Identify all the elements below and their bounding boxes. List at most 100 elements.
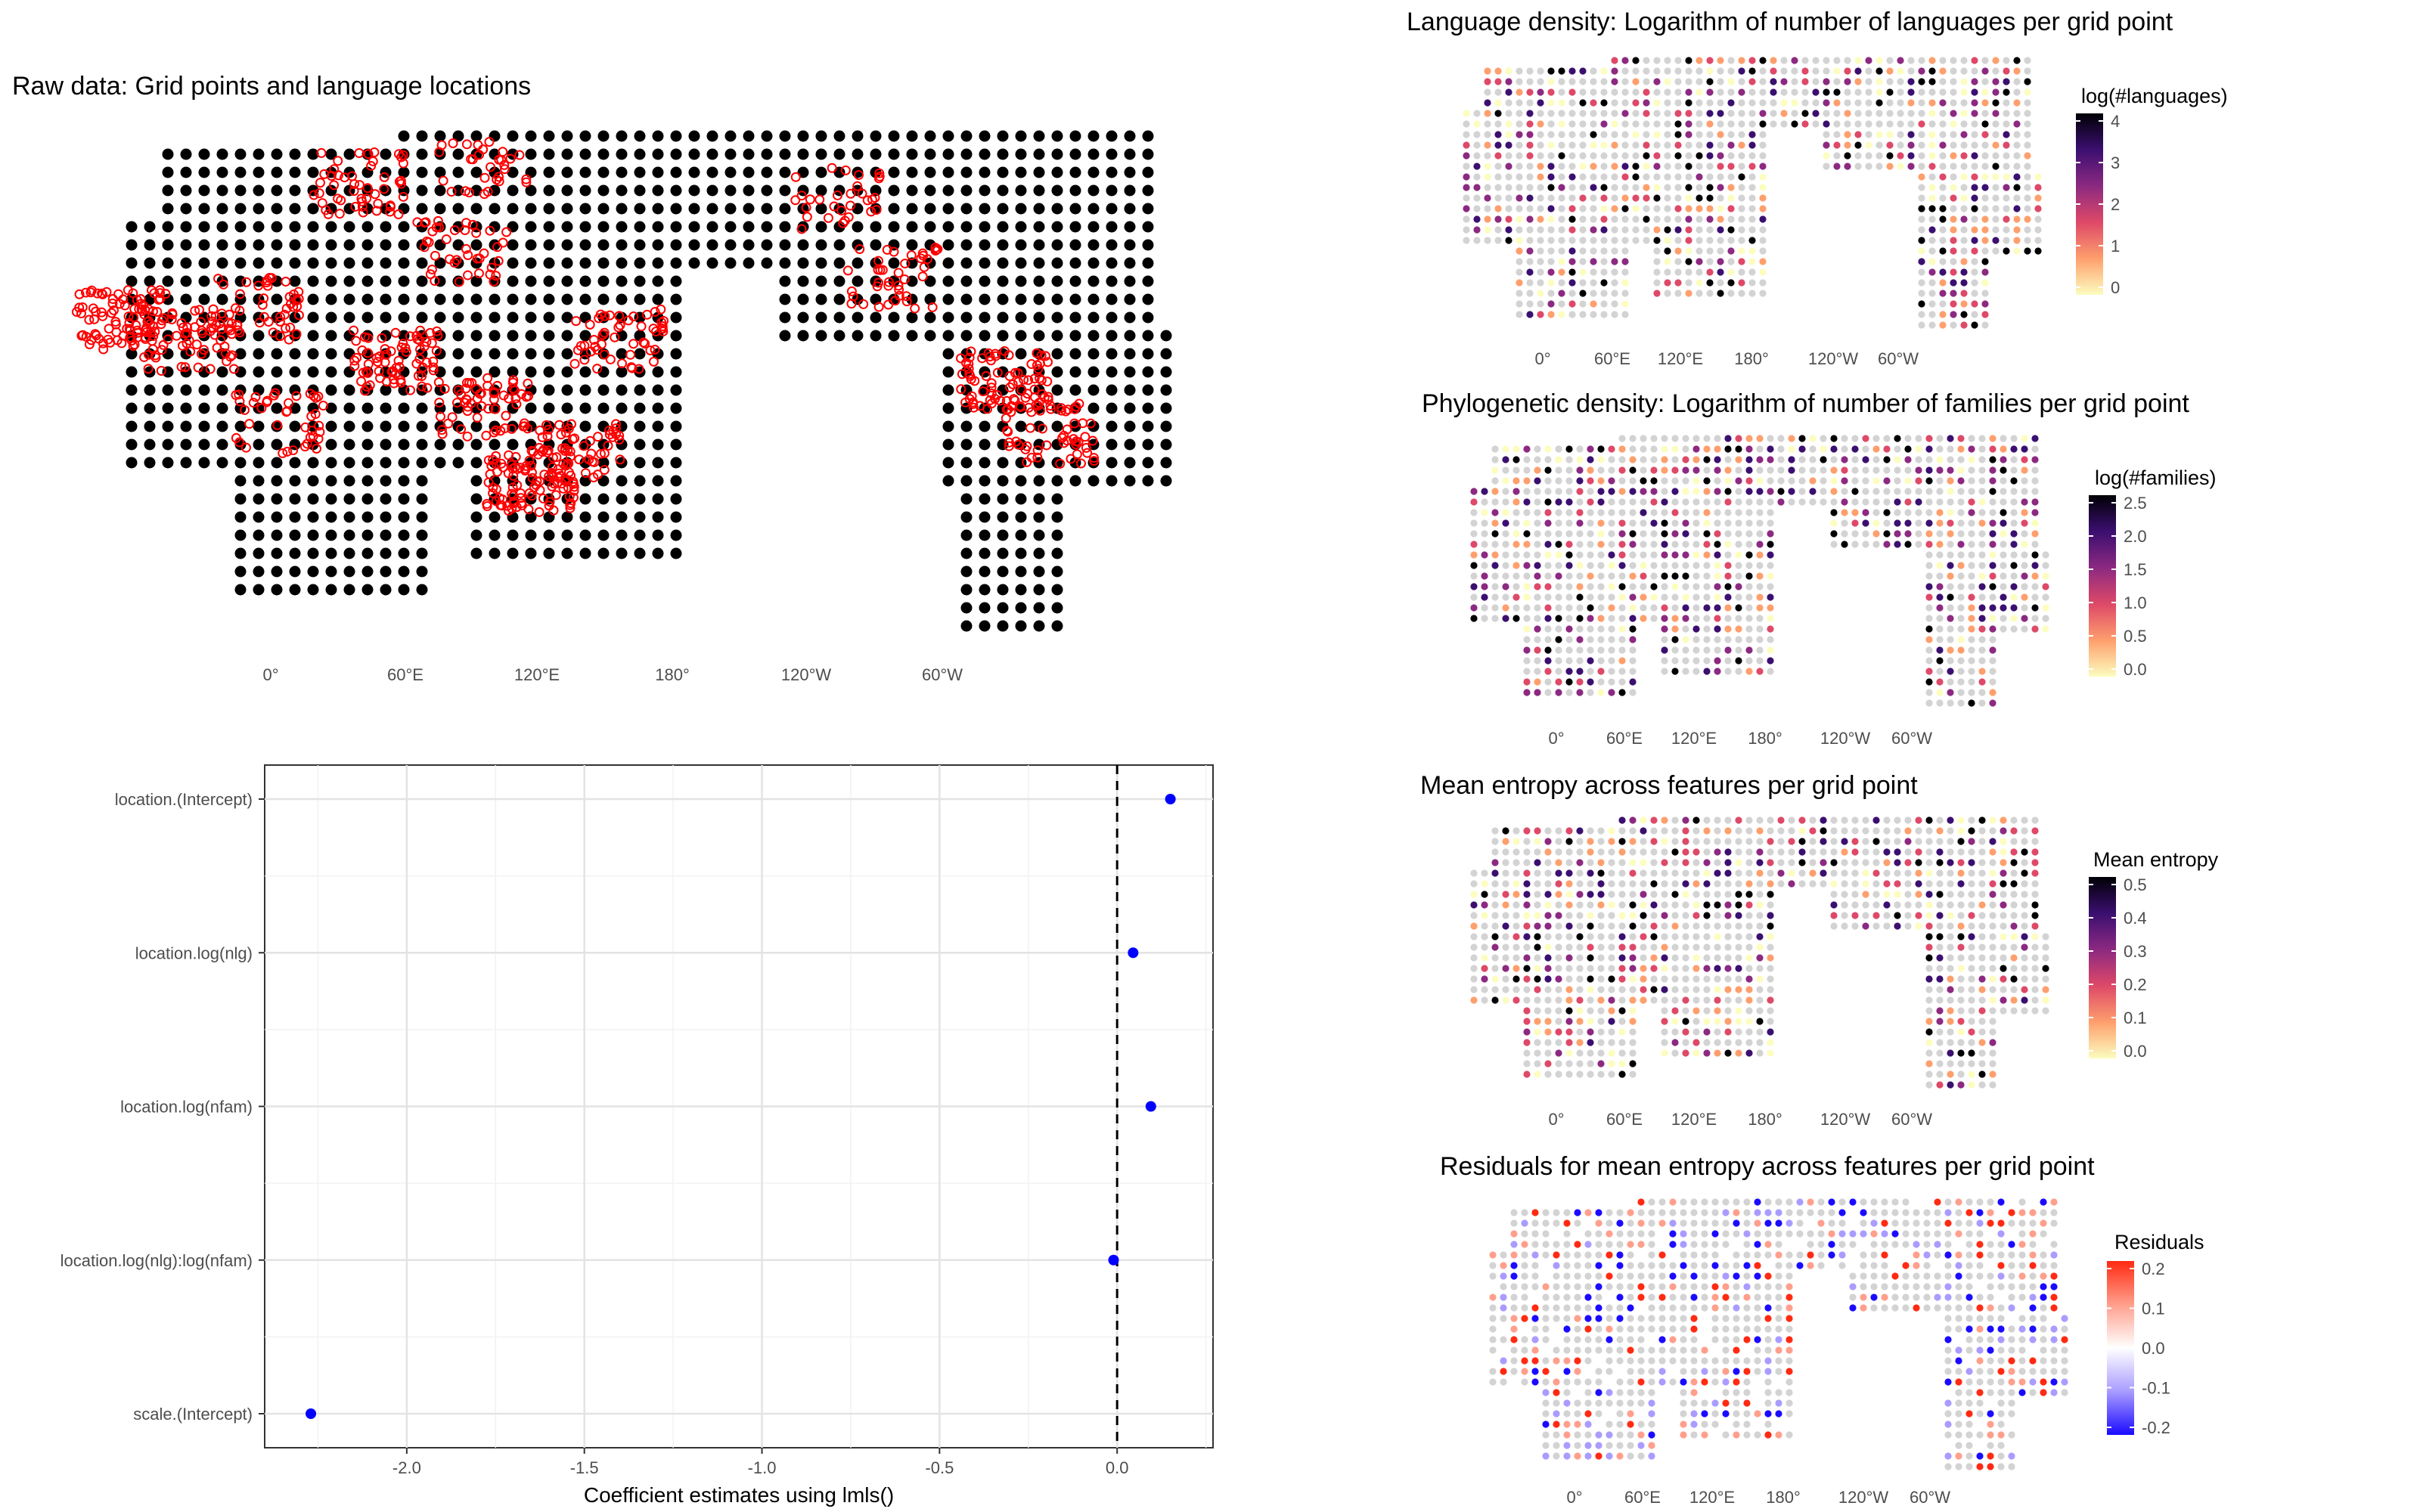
grid-cell [1544, 965, 1552, 972]
grid-cell [1597, 466, 1605, 474]
grid-point [634, 257, 646, 269]
grid-cell [1661, 530, 1668, 538]
grid-cell [1587, 466, 1594, 474]
grid-cell [1989, 435, 1996, 442]
grid-cell [1798, 445, 1806, 453]
grid-cell [1608, 636, 1615, 643]
grid-cell [1865, 163, 1872, 170]
grid-point [543, 203, 555, 215]
grid-cell [1555, 583, 1562, 590]
grid-cell [1526, 258, 1534, 265]
grid-point [979, 584, 991, 596]
grid-point [1051, 620, 1063, 632]
grid-cell [1883, 891, 1891, 898]
grid-cell [1523, 996, 1531, 1004]
grid-cell [1661, 498, 1668, 506]
grid-cell [1473, 141, 1481, 149]
grid-cell [1555, 551, 1562, 559]
language-location [628, 339, 639, 349]
grid-cell [1621, 300, 1629, 308]
grid-cell [1565, 975, 1573, 983]
grid-cell [1989, 530, 1996, 538]
grid-point [380, 239, 392, 251]
grid-point [198, 257, 210, 269]
grid-point [162, 203, 174, 215]
grid-cell [1600, 110, 1608, 117]
grid-point [579, 420, 591, 432]
language-location [574, 454, 585, 465]
grid-point [343, 420, 355, 432]
grid-cell [1640, 891, 1647, 898]
language-location [901, 291, 912, 302]
grid-cell [1989, 541, 1996, 548]
grid-cell [1558, 247, 1565, 255]
grid-cell [1587, 848, 1594, 856]
grid-cell [1470, 572, 1478, 580]
grid-cell [1661, 901, 1668, 909]
grid-cell [1950, 173, 1957, 181]
language-location [893, 268, 904, 278]
grid-cell [1491, 922, 1499, 930]
grid-point [343, 275, 355, 287]
grid-cell [1653, 205, 1661, 212]
legend-tick-label: 0.0 [2124, 660, 2147, 679]
grid-cell [1576, 636, 1584, 643]
grid-point [815, 275, 827, 287]
language-location [466, 154, 476, 165]
grid-cell [1664, 194, 1671, 202]
grid-cell [1968, 466, 1975, 474]
grid-point [162, 293, 174, 305]
grid-cell [1865, 99, 1872, 107]
grid-cell [1600, 247, 1608, 255]
grid-cell [1727, 173, 1735, 181]
grid-cell [1618, 986, 1626, 993]
grid-cell [1981, 279, 1989, 287]
grid-cell [1516, 152, 1523, 160]
grid-cell [1894, 445, 1901, 453]
grid-cell [1703, 912, 1711, 919]
grid-cell [1502, 593, 1509, 601]
grid-cell [1544, 859, 1552, 866]
grid-point [216, 184, 228, 197]
grid-point [597, 293, 610, 305]
grid-point [361, 420, 374, 432]
grid-cell [1981, 184, 1989, 191]
grid-cell [1745, 488, 1753, 495]
grid-cell [1936, 965, 1944, 972]
grid-cell [1738, 99, 1745, 107]
grid-cell [1484, 237, 1491, 244]
grid-cell [1491, 986, 1499, 993]
language-location [512, 463, 523, 474]
language-location [349, 355, 360, 366]
grid-point [942, 257, 954, 269]
grid-cell [1759, 279, 1767, 287]
grid-cell [1565, 593, 1573, 601]
grid-point [634, 493, 646, 505]
language-location [308, 431, 318, 442]
grid-cell [1597, 668, 1605, 675]
grid-cell [1968, 965, 1975, 972]
grid-cell [1537, 88, 1544, 96]
grid-cell [1632, 226, 1640, 234]
grid-cell [1727, 78, 1735, 85]
grid-cell [1936, 859, 1944, 866]
grid-point [1069, 311, 1081, 324]
grid-cell [1661, 551, 1668, 559]
grid-cell [1989, 869, 1996, 877]
grid-point [815, 330, 827, 342]
grid-cell [1640, 827, 1647, 835]
grid-point [525, 203, 537, 215]
grid-cell [1820, 488, 1827, 495]
grid-cell [2013, 194, 2021, 202]
grid-point [180, 384, 192, 396]
grid-cell [1706, 279, 1714, 287]
grid-cell [1685, 78, 1692, 85]
grid-cell [1883, 541, 1891, 548]
grid-point [815, 148, 827, 160]
grid-cell [1587, 583, 1594, 590]
grid-point [1015, 565, 1027, 578]
grid-cell [1841, 456, 1848, 463]
raw-data-map [71, 130, 1172, 632]
grid-cell [1470, 541, 1478, 548]
grid-cell [1650, 541, 1658, 548]
